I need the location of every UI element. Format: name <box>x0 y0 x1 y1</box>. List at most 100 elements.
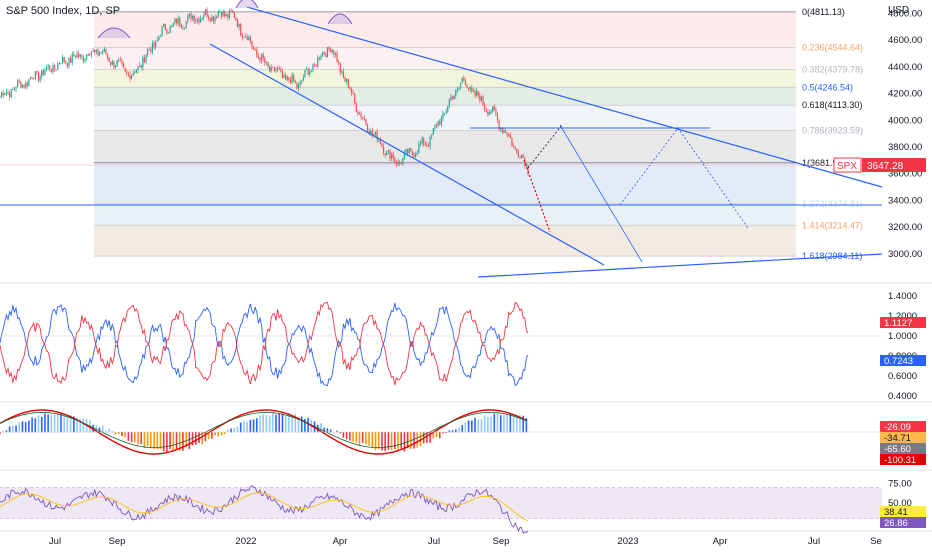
candle-body <box>445 111 447 114</box>
histogram-bar <box>246 421 248 433</box>
candle-body <box>313 64 316 66</box>
price-tick-label: 4600.00 <box>888 35 922 46</box>
panel3-badge <box>880 454 926 465</box>
rsi-badge-value: 38.41 <box>884 507 908 518</box>
candle-body <box>334 53 337 55</box>
histogram-bar <box>284 416 287 433</box>
rsi-badge-value: 26.86 <box>884 518 908 529</box>
candle-body <box>151 43 154 53</box>
candle-body <box>18 80 20 82</box>
histogram-bar <box>50 414 53 433</box>
time-tick-label: Jul <box>428 536 440 547</box>
candle-body <box>235 17 237 21</box>
candle-body <box>338 62 340 63</box>
panel2-badge-value: 0.7243 <box>884 356 913 367</box>
fib-level-label: 1.414(3214.47) <box>802 220 863 230</box>
candle-body <box>53 65 56 70</box>
histogram-bar <box>15 425 17 433</box>
histogram-bar <box>223 432 226 435</box>
candle-body <box>58 63 60 64</box>
candle-body <box>175 18 178 24</box>
candle-body <box>102 52 104 53</box>
candle-body <box>42 70 44 75</box>
histogram-bar <box>272 413 274 433</box>
candle-body <box>259 57 261 61</box>
histogram-bar <box>461 425 464 433</box>
candle-body <box>97 49 99 56</box>
histogram-bar <box>73 416 75 433</box>
candle-body <box>164 24 166 30</box>
candle-body <box>212 16 215 22</box>
candle-body <box>479 95 481 101</box>
candle-body <box>301 80 303 82</box>
histogram-bar <box>300 416 303 433</box>
candle-body <box>243 37 245 39</box>
candle-body <box>291 75 293 83</box>
candle-body <box>89 54 91 56</box>
candle-body <box>201 17 203 19</box>
candle-body <box>252 46 255 50</box>
candle-body <box>57 63 59 70</box>
candle-body <box>95 49 97 52</box>
candle-body <box>400 163 402 165</box>
candle-body <box>26 82 28 86</box>
candle-body <box>358 113 361 115</box>
candle-body <box>374 131 377 135</box>
histogram-bar <box>320 423 322 433</box>
histogram-bar <box>358 432 361 446</box>
candle-body <box>410 148 412 151</box>
candle-body <box>193 15 195 22</box>
candle-body <box>233 12 235 18</box>
candle-body <box>23 84 25 88</box>
histogram-bar <box>101 425 104 433</box>
fib-level-label: 0.382(4379.78) <box>802 65 863 75</box>
candle-body <box>155 40 157 48</box>
candle-body <box>461 77 463 83</box>
candle-body <box>431 134 433 137</box>
candle-body <box>254 49 256 51</box>
fib-level-label: 0.618(4113.30) <box>802 100 862 110</box>
price-tick-label: 3200.00 <box>888 222 922 233</box>
candle-body <box>426 144 428 146</box>
candle-body <box>275 69 277 71</box>
histogram-bar <box>236 426 239 433</box>
candle-body <box>269 66 271 72</box>
candle-body <box>267 61 269 67</box>
candle-body <box>471 87 473 92</box>
candle-body <box>106 54 109 58</box>
histogram-bar <box>156 432 159 450</box>
candle-body <box>86 54 88 59</box>
histogram-bar <box>333 432 335 433</box>
histogram-bar <box>438 432 441 439</box>
candle-body <box>503 130 505 133</box>
histogram-bar <box>329 429 332 433</box>
candle-body <box>203 15 205 18</box>
histogram-bar <box>105 430 107 433</box>
histogram-bar <box>217 432 220 437</box>
candle-body <box>7 92 9 93</box>
shoulder-arc <box>327 13 353 25</box>
histogram-bar <box>307 417 309 433</box>
histogram-bar <box>188 432 191 450</box>
candle-body <box>321 52 324 57</box>
candle-body <box>163 24 165 27</box>
candle-body <box>37 72 40 81</box>
panel2-tick-label: 1.0000 <box>888 331 917 342</box>
histogram-bar <box>178 432 181 451</box>
histogram-bar <box>150 432 152 449</box>
histogram-bar <box>114 432 117 435</box>
candle-body <box>228 10 231 18</box>
candle-body <box>60 63 62 64</box>
candle-body <box>323 52 325 55</box>
candle-body <box>33 78 35 79</box>
histogram-bar <box>506 413 508 433</box>
histogram-bar <box>37 415 40 433</box>
histogram-bar <box>397 432 399 450</box>
candle-body <box>90 51 93 55</box>
fib-zone <box>94 11 796 48</box>
candle-body <box>236 20 239 28</box>
histogram-bar <box>515 415 518 433</box>
rsi-tick-label: 75.00 <box>888 478 912 489</box>
